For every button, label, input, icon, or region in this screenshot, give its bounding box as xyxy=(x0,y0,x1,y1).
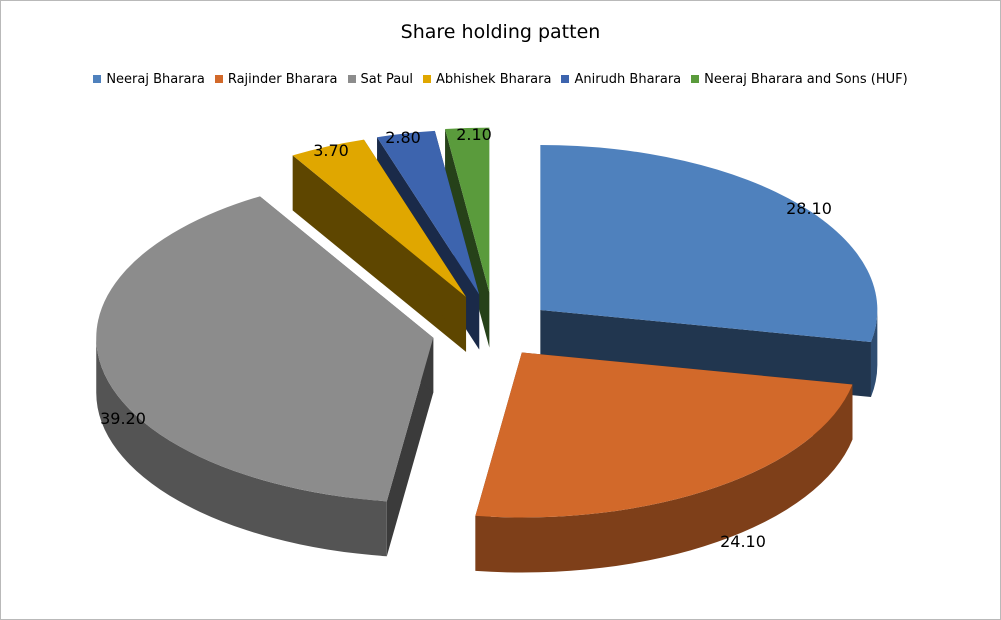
legend-swatch xyxy=(561,75,570,83)
slice-value-label: 28.10 xyxy=(786,199,832,218)
slice-side-wall xyxy=(386,337,434,557)
pie-slice xyxy=(292,139,467,352)
slice-value-label: 3.70 xyxy=(313,141,349,160)
slice-outer-wall xyxy=(870,310,878,397)
slice-value-label: 39.20 xyxy=(100,409,146,428)
slice-outer-wall xyxy=(96,337,387,557)
legend-item-neeraj-bharara-and-sons-huf: Neeraj Bharara and Sons (HUF) xyxy=(691,72,908,87)
legend-item-neeraj-bharara: Neeraj Bharara xyxy=(93,72,205,87)
slice-top-face xyxy=(475,352,853,518)
legend-label: Abhishek Bharara xyxy=(436,71,552,87)
pie-slice xyxy=(96,196,434,557)
legend-swatch xyxy=(423,75,432,83)
pie-slice xyxy=(475,352,853,573)
chart-title: Share holding patten xyxy=(400,21,601,43)
legend-item-sat-paul: Sat Paul xyxy=(347,71,414,87)
legend-item-rajinder-bharara: Rajinder Bharara xyxy=(214,71,338,87)
legend-label: Neeraj Bharara xyxy=(106,71,205,87)
legend-item-abhishek-bharara: Abhishek Bharara xyxy=(423,72,551,87)
legend-item-anirudh-bharara: Anirudh Bharara xyxy=(561,72,681,87)
legend-label: Neeraj Bharara and Sons (HUF) xyxy=(704,71,908,87)
slice-value-label: 2.80 xyxy=(385,128,421,147)
legend-label: Rajinder Bharara xyxy=(227,71,338,87)
slice-top-face xyxy=(377,130,480,295)
pie-slice xyxy=(540,145,878,397)
legend-swatch xyxy=(691,75,700,83)
slice-top-face xyxy=(540,145,878,342)
legend-label: Sat Paul xyxy=(360,71,414,87)
legend-label: Anirudh Bharara xyxy=(574,71,682,87)
slice-outer-wall xyxy=(475,384,853,573)
slice-value-label: 2.10 xyxy=(456,125,492,144)
slice-top-face xyxy=(445,127,490,293)
legend-swatch xyxy=(347,75,356,83)
slice-value-label: 24.10 xyxy=(720,532,766,551)
slice-top-face xyxy=(292,139,467,297)
slice-side-wall xyxy=(540,310,871,397)
slice-side-wall xyxy=(292,155,467,352)
slice-top-face xyxy=(96,196,434,502)
chart-legend: Neeraj Bharara Rajinder Bharara Sat Paul… xyxy=(1,69,1000,89)
legend-swatch xyxy=(93,75,102,83)
legend-swatch xyxy=(214,75,223,83)
